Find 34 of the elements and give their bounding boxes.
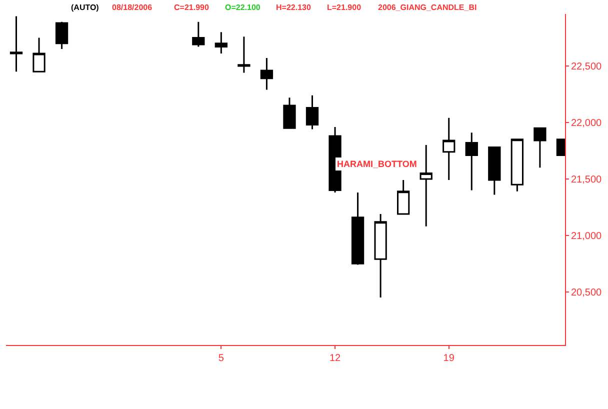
text: 08/18/2006 (112, 3, 153, 12)
y-tick-label: 20,500 (571, 287, 602, 298)
y-tick-label: 22,500 (571, 61, 602, 72)
y-tick-label: 21,500 (571, 174, 602, 186)
candlestick (351, 192, 364, 266)
candlestick (488, 146, 501, 196)
text: 2006_GIANG_CANDLE_BI (378, 3, 477, 12)
text: O=22.100 (225, 3, 261, 12)
x-tick-label: 12 (329, 353, 342, 364)
candlestick (260, 57, 274, 90)
candlestick (397, 179, 410, 215)
candlestick (442, 117, 456, 181)
y-tick-label: 22,000 (571, 118, 602, 129)
candlestick (192, 21, 205, 48)
candlestick (55, 21, 68, 50)
candlestick (283, 96, 296, 129)
candlestick (510, 138, 524, 192)
text: H=22.130 (276, 3, 312, 12)
text: C=21.990 (174, 3, 210, 12)
x-tick-label: 5 (218, 353, 224, 364)
text: (AUTO) (71, 3, 100, 12)
candlestick (374, 213, 387, 298)
x-tick-label: 19 (443, 353, 455, 364)
candlestick (534, 127, 546, 168)
annotation: HARAMI_BOTTOM (337, 159, 417, 169)
candlestick (420, 144, 432, 228)
y-tick-label: 21,000 (571, 230, 602, 242)
candlestick (214, 31, 228, 54)
candlestick (465, 132, 478, 191)
candlestick (238, 36, 250, 74)
candlestick (10, 16, 23, 72)
text: L=21.900 (327, 3, 362, 12)
candlestick (32, 36, 46, 72)
candlestick (306, 94, 319, 130)
